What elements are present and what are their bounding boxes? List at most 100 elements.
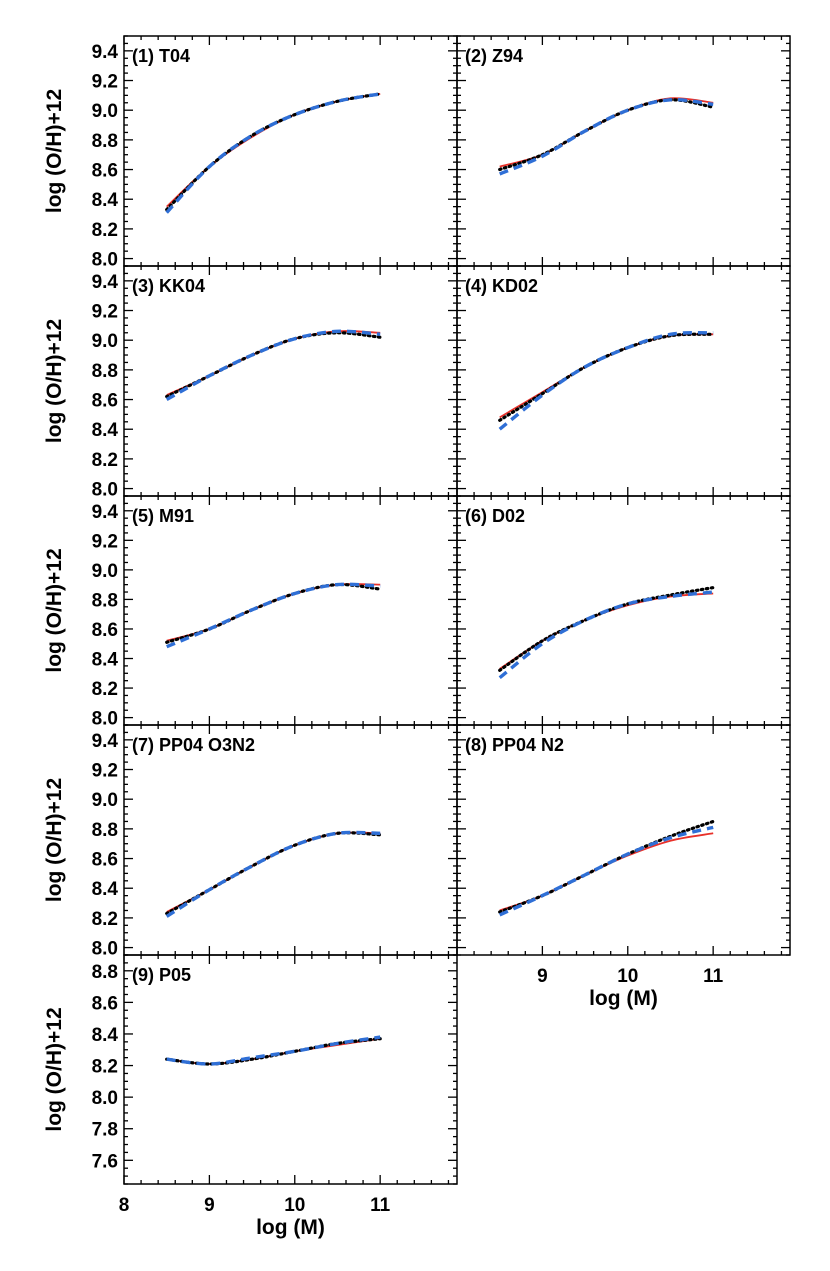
plot-frame: [456, 495, 791, 726]
plot-frame: [123, 35, 458, 267]
panel-label: (7) PP04 O3N2: [132, 735, 255, 755]
y-tick-label: 8.8: [92, 820, 118, 841]
y-tick-label: 8.4: [92, 420, 119, 441]
y-tick-label: 9.4: [92, 42, 119, 63]
y-tick-label: 9.4: [92, 502, 119, 523]
y-tick-label: 8.0: [92, 250, 118, 271]
series-line-red-solid: [499, 97, 714, 168]
series-line-red-solid: [499, 592, 714, 670]
series-line-black-dotted: [165, 831, 382, 916]
panel-label: (2) Z94: [465, 46, 523, 66]
plot-frame: [123, 495, 458, 726]
y-axis-title: log (O/H)+12: [43, 548, 66, 672]
y-tick-label: 9.0: [92, 561, 118, 582]
y-axis-title: log (O/H)+12: [43, 1007, 66, 1131]
y-tick-label: 9.2: [92, 302, 118, 323]
series-line-blue-dashed: [166, 582, 381, 649]
y-tick-label: 8.2: [92, 220, 118, 241]
y-tick-label: 9.2: [92, 761, 118, 782]
plot-frame: [456, 724, 791, 956]
x-tick-label: 10: [617, 966, 638, 987]
plot-frame: [456, 265, 791, 497]
panel-label: (1) T04: [132, 46, 190, 66]
y-tick-label: 8.2: [92, 679, 118, 700]
panel-8: 9 10 11 log (M) (8) PP04 N2: [456, 724, 791, 1010]
x-tick-label: 9: [537, 966, 548, 987]
series-line-red-solid: [166, 93, 381, 208]
y-tick-label: 8.0: [92, 709, 118, 730]
series-line-black-dotted: [498, 586, 715, 672]
y-tick-label: 8.2: [92, 909, 118, 930]
series-line-black-dotted: [498, 98, 715, 172]
y-tick-label: 8.8: [92, 962, 118, 983]
y-tick-label: 8.0: [92, 480, 118, 501]
panel-2: (2) Z94: [456, 35, 791, 267]
y-tick-label: 8.4: [92, 1025, 119, 1046]
series-line-black-dotted: [498, 819, 715, 914]
panel-label: (9) P05: [132, 965, 191, 985]
y-tick-label: 8.8: [92, 131, 118, 152]
y-tick-label: 8.8: [92, 590, 118, 611]
panel-label: (3) KK04: [132, 276, 205, 296]
y-tick-label: 9.2: [92, 531, 118, 552]
y-tick-label: 8.0: [92, 1088, 118, 1109]
panel-7: 8.0 8.2 8.4 8.6 8.8 9.0 9.2 9.4 log (O/H)+12 (7) …: [43, 724, 458, 960]
y-tick-label: 8.4: [92, 650, 119, 671]
y-tick-label: 8.6: [92, 391, 118, 412]
plot-frame: [456, 35, 791, 267]
panel-3: 8.0 8.2 8.4 8.6 8.8 9.0 9.2 9.4 log (O/H)+12 (3) …: [43, 265, 458, 501]
panel-6: (6) D02: [456, 495, 791, 726]
panel-4: (4) KD02: [456, 265, 791, 497]
y-tick-label: 9.0: [92, 331, 118, 352]
y-tick-label: 8.2: [92, 450, 118, 471]
series-line-blue-dashed: [165, 92, 381, 214]
plot-frame: [123, 954, 458, 1185]
panel-5: 8.0 8.2 8.4 8.6 8.8 9.0 9.2 9.4 log (O/H)+12 (5) …: [43, 495, 458, 730]
y-tick-label: 8.4: [92, 879, 119, 900]
series-line-blue-dashed: [165, 329, 381, 401]
series-line-red-solid: [166, 831, 381, 913]
series-line-blue-dashed: [499, 97, 714, 176]
x-tick-label: 10: [284, 1195, 305, 1216]
y-tick-label: 8.6: [92, 850, 118, 871]
x-tick-label: 8: [119, 1195, 130, 1216]
panel-1: 8.0 8.2 8.4 8.6 8.8 9.0 9.2 9.4 log (O/H)+12 (1) …: [43, 35, 458, 271]
series-line-blue-dashed: [498, 590, 714, 680]
x-axis-title: log (M): [589, 987, 658, 1010]
x-tick-label: 11: [370, 1195, 391, 1216]
series-line-blue-dashed: [166, 1035, 381, 1066]
series-line-black-dotted: [165, 92, 382, 212]
plot-frame: [123, 724, 458, 956]
y-tick-label: 8.0: [92, 939, 118, 960]
y-tick-label: 9.2: [92, 72, 118, 93]
y-tick-label: 7.6: [92, 1151, 118, 1172]
panel-label: (5) M91: [132, 506, 194, 526]
y-axis-title: log (O/H)+12: [43, 319, 66, 443]
series-line-red-solid: [166, 330, 381, 396]
y-tick-label: 7.8: [92, 1120, 118, 1141]
y-tick-label: 8.6: [92, 993, 118, 1014]
y-tick-label: 9.4: [92, 272, 119, 293]
series-line-red-solid: [499, 333, 714, 419]
series-line-black-dotted: [165, 331, 382, 399]
panel-label: (6) D02: [465, 506, 525, 526]
panel-9: 7.6 7.8 8.0 8.2 8.4 8.6 8.8 8 9 10 11 log (O/H)+12 l…: [43, 954, 458, 1239]
y-tick-label: 8.4: [92, 190, 119, 211]
y-tick-label: 8.8: [92, 361, 118, 382]
plot-frame: [123, 265, 458, 497]
series-line-blue-dashed: [498, 330, 714, 431]
series-line-black-dotted: [498, 332, 715, 422]
y-axis-title: log (O/H)+12: [43, 778, 66, 902]
x-axis-title: log (M): [256, 1216, 325, 1239]
y-tick-label: 8.6: [92, 161, 118, 182]
panel-label: (4) KD02: [465, 276, 538, 296]
y-tick-label: 8.6: [92, 620, 118, 641]
series-line-blue-dashed: [165, 830, 381, 918]
y-tick-label: 9.0: [92, 101, 118, 122]
x-tick-label: 11: [703, 966, 724, 987]
x-tick-label: 9: [204, 1195, 215, 1216]
y-tick-label: 9.4: [92, 731, 119, 752]
panel-label: (8) PP04 N2: [465, 735, 564, 755]
series-line-blue-dashed: [499, 825, 714, 917]
